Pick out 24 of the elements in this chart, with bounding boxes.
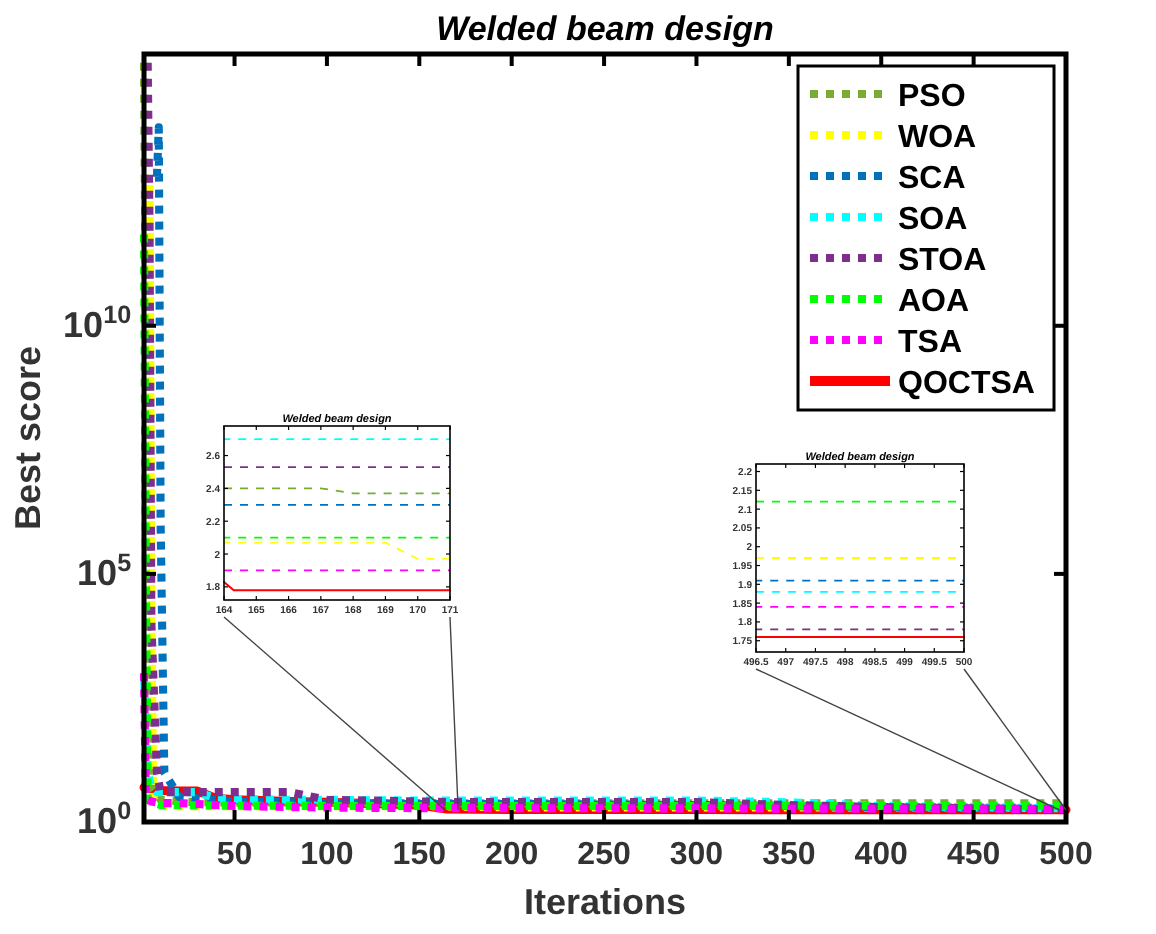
x-tick-label: 50 xyxy=(216,837,253,872)
chart-title: Welded beam design xyxy=(436,10,774,49)
legend-label: PSO xyxy=(898,80,966,114)
y-tick-label: 10$^{0}$ xyxy=(77,797,132,842)
x-tick-label: 350 xyxy=(762,837,816,872)
x-axis-title: Iterations xyxy=(523,882,687,922)
y-axis-title: Best score xyxy=(8,345,48,531)
x-tick-label: 500 xyxy=(1039,837,1093,872)
x-tick-label: 150 xyxy=(392,837,447,872)
x-tick-label: 200 xyxy=(484,837,539,872)
y-tick-label: 10$^{10}$ xyxy=(63,300,132,345)
x-tick-label: 300 xyxy=(669,837,724,872)
x-tick-label: 250 xyxy=(577,837,631,872)
legend-label: STOA xyxy=(898,244,988,278)
y-tick-label: 10$^{5}$ xyxy=(77,549,132,594)
legend-label: WOA xyxy=(898,121,978,155)
x-tick-label: 450 xyxy=(946,837,1001,872)
legend-label: TSA xyxy=(898,326,963,360)
legend-label: SCA xyxy=(898,162,967,196)
legend-label: AOA xyxy=(898,285,970,319)
x-tick-label: 100 xyxy=(300,837,354,872)
x-tick-label: 400 xyxy=(854,837,909,872)
legend-label: QOCTSA xyxy=(898,367,1036,401)
legend-label: SOA xyxy=(898,203,969,237)
